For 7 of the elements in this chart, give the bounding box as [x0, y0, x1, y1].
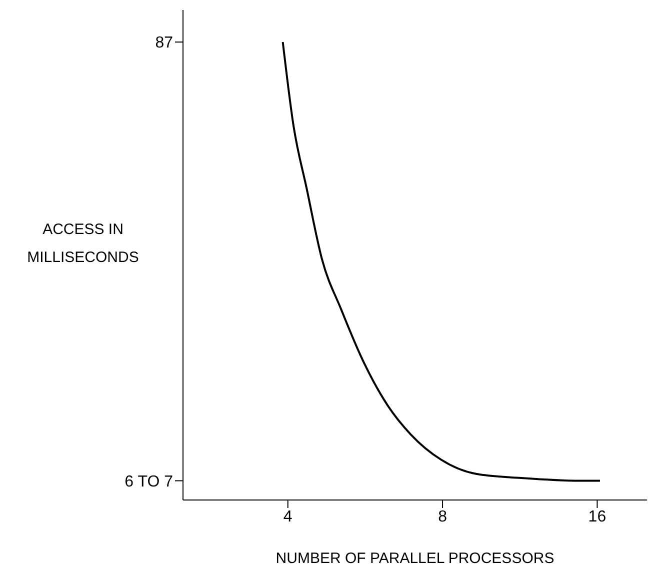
x-axis-title: NUMBER OF PARALLEL PROCESSORS	[276, 550, 554, 567]
y-axis-title: ACCESS IN MILLISECONDS	[26, 220, 140, 268]
x-tick-label: 4	[283, 508, 292, 526]
text: 6 TO 7	[124, 473, 174, 490]
x-tick-label: 16	[588, 508, 606, 526]
x-tick-label: 8	[438, 508, 448, 526]
text: 87	[155, 34, 174, 52]
